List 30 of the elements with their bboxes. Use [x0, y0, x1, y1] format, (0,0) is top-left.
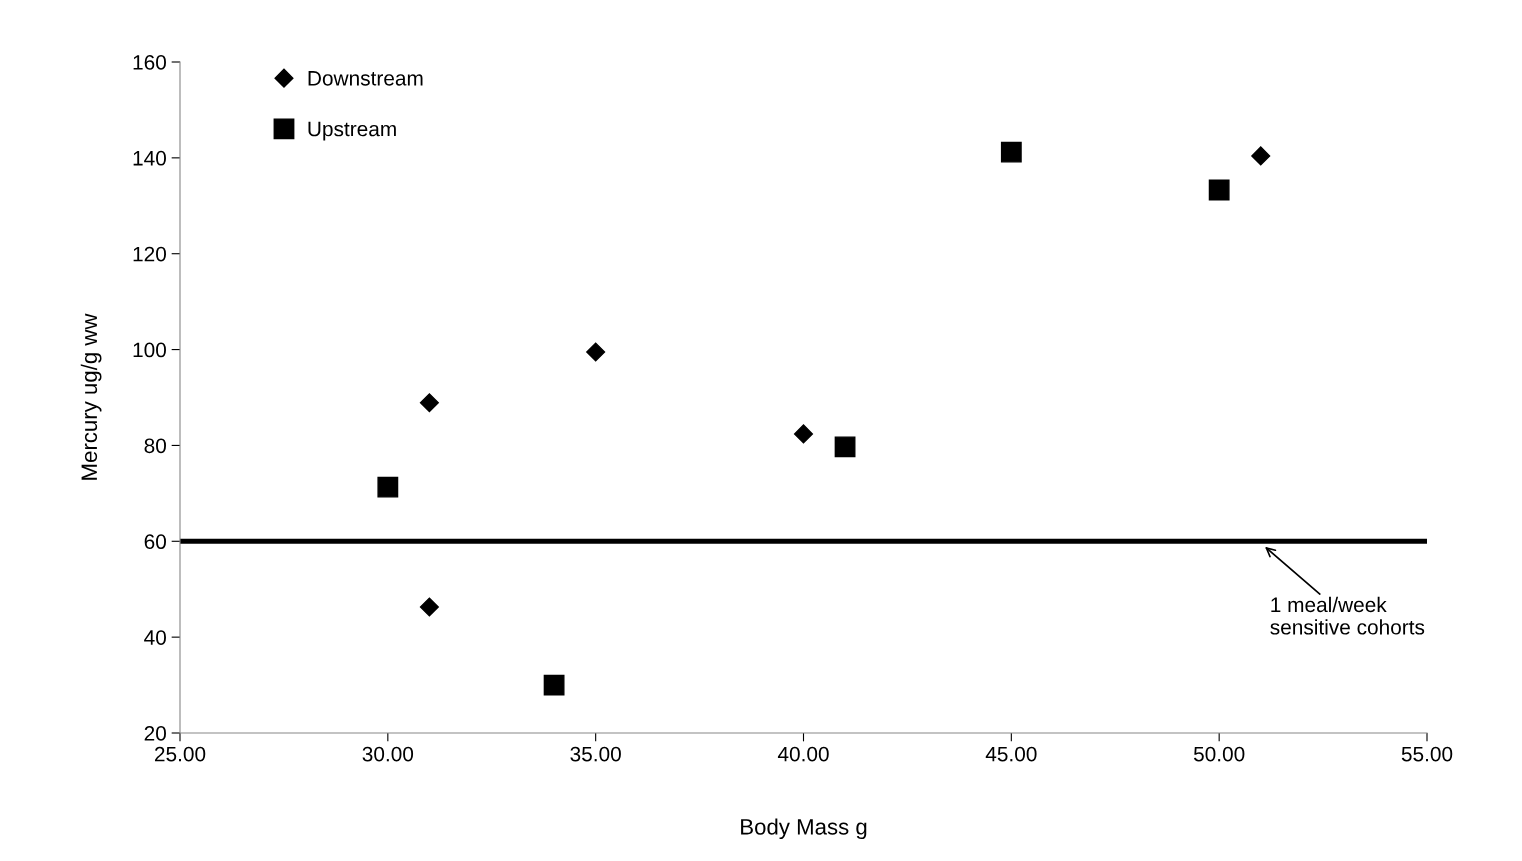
- point: [793, 424, 814, 444]
- y-tick-label: 20: [144, 726, 166, 741]
- point: [834, 436, 856, 458]
- x-tick-label: 25.00: [154, 746, 206, 762]
- point: [419, 393, 439, 413]
- y-tick-label: 60: [144, 534, 166, 550]
- y-tick-label: 40: [144, 630, 166, 645]
- point: [419, 597, 439, 617]
- x-tick-label: 55.00: [1401, 746, 1453, 762]
- point: [1000, 141, 1022, 163]
- y-tick-label: 140: [133, 150, 166, 166]
- y-tick-label: 100: [133, 342, 166, 358]
- x-tick-label: 40.00: [777, 746, 829, 762]
- y-axis-title: Mercury ug/g ww: [80, 313, 102, 480]
- y-tick-label: 120: [133, 246, 166, 262]
- point: [1251, 146, 1271, 166]
- x-axis-title: Body Mass g: [741, 818, 867, 840]
- legend-label: Downstream: [308, 71, 423, 86]
- point: [543, 674, 565, 696]
- point: [1208, 179, 1230, 201]
- x-tick-label: 30.00: [362, 746, 414, 762]
- y-tick-label: 80: [144, 438, 166, 454]
- x-tick-label: 50.00: [1193, 746, 1245, 762]
- point: [377, 476, 399, 498]
- legend-label: Upstream: [308, 121, 396, 141]
- x-tick-label: 45.00: [985, 746, 1037, 762]
- x-tick-label: 35.00: [570, 746, 621, 762]
- point: [586, 342, 606, 362]
- y-tick-label: 160: [133, 55, 166, 70]
- ref-line-label: 1 meal/week sensitive cohorts: [1270, 596, 1425, 635]
